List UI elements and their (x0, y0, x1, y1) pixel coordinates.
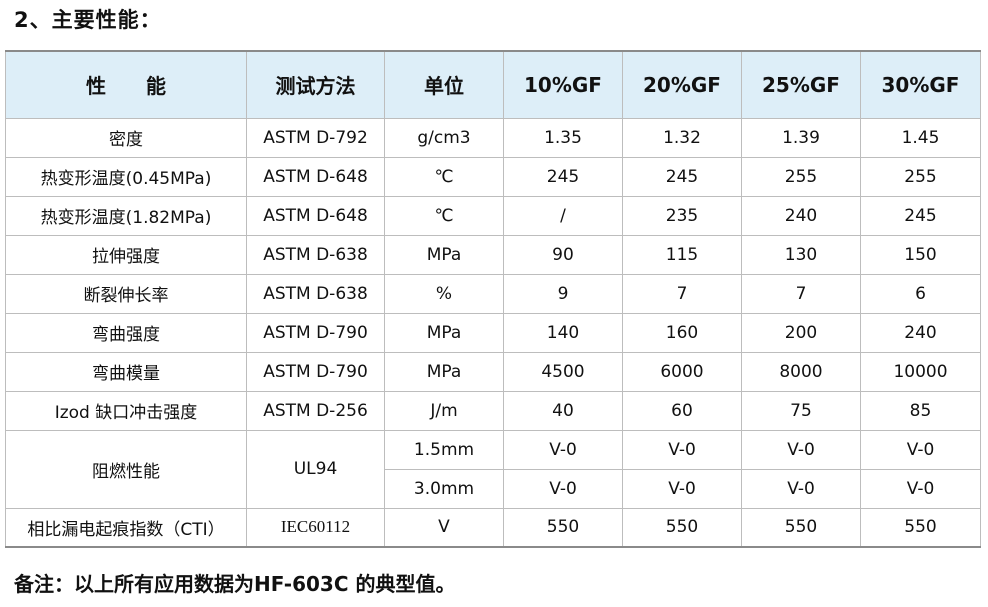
table-row: 密度 ASTM D-792 g/cm3 1.35 1.32 1.39 1.45 (5, 117, 981, 158)
value-cell: 160 (622, 312, 742, 353)
property-cell: 密度 (5, 117, 247, 158)
value-cell: 550 (860, 507, 981, 548)
properties-table: 性 能 测试方法 单位 10%GF 20%GF 25%GF 30%GF 密度 A… (5, 50, 981, 548)
value-cell: 255 (741, 156, 861, 197)
value-cell: V-0 (622, 429, 742, 470)
value-cell: V-0 (741, 429, 861, 470)
value-cell: 85 (860, 390, 981, 431)
method-cell: ASTM D-638 (246, 273, 385, 314)
value-cell: V-0 (622, 468, 742, 509)
value-cell: 245 (622, 156, 742, 197)
header-30gf: 30%GF (860, 50, 981, 119)
value-cell: 1.32 (622, 117, 742, 158)
value-cell: / (503, 195, 623, 236)
unit-cell: % (384, 273, 504, 314)
value-cell: 235 (622, 195, 742, 236)
value-cell: 75 (741, 390, 861, 431)
table-row: 弯曲强度 ASTM D-790 MPa 140 160 200 240 (5, 312, 981, 353)
property-cell: Izod 缺口冲击强度 (5, 390, 247, 431)
method-cell: ASTM D-790 (246, 312, 385, 353)
value-cell: 150 (860, 234, 981, 275)
value-cell: 550 (622, 507, 742, 548)
value-cell: 7 (622, 273, 742, 314)
value-cell: 6000 (622, 351, 742, 392)
unit-cell: ℃ (384, 195, 504, 236)
property-cell: 热变形温度(1.82MPa) (5, 195, 247, 236)
table-row-cti: 相比漏电起痕指数（CTI） IEC60112 V 550 550 550 550 (5, 507, 981, 548)
property-cell: 断裂伸长率 (5, 273, 247, 314)
table-row-flame-2: 3.0mm V-0 V-0 V-0 V-0 (6, 468, 981, 509)
header-25gf: 25%GF (741, 50, 861, 119)
value-cell: 550 (741, 507, 861, 548)
header-20gf: 20%GF (622, 50, 742, 119)
unit-cell: ℃ (384, 156, 504, 197)
value-cell: 140 (503, 312, 623, 353)
value-cell: V-0 (860, 468, 981, 509)
value-cell: 200 (741, 312, 861, 353)
table-row: Izod 缺口冲击强度 ASTM D-256 J/m 40 60 75 85 (5, 390, 981, 431)
value-cell: 255 (860, 156, 981, 197)
unit-cell: J/m (384, 390, 504, 431)
header-test-method: 测试方法 (246, 50, 385, 119)
value-cell: V-0 (503, 468, 623, 509)
property-cell: 热变形温度(0.45MPa) (5, 156, 247, 197)
table-row: 拉伸强度 ASTM D-638 MPa 90 115 130 150 (5, 234, 981, 275)
property-cell: 弯曲强度 (5, 312, 247, 353)
value-cell: 1.45 (860, 117, 981, 158)
value-cell: 1.35 (503, 117, 623, 158)
method-cell: ASTM D-256 (246, 390, 385, 431)
section-title: 2、主要性能： (14, 8, 162, 32)
value-cell: 60 (622, 390, 742, 431)
method-cell: ASTM D-792 (246, 117, 385, 158)
method-cell: UL94 (246, 429, 385, 509)
method-cell: IEC60112 (246, 507, 385, 548)
method-cell: ASTM D-648 (246, 156, 385, 197)
value-cell: 130 (741, 234, 861, 275)
value-cell: 240 (741, 195, 861, 236)
unit-cell: MPa (384, 312, 504, 353)
value-cell: 1.39 (741, 117, 861, 158)
value-cell: 245 (503, 156, 623, 197)
value-cell: V-0 (741, 468, 861, 509)
unit-cell: MPa (384, 234, 504, 275)
value-cell: 6 (860, 273, 981, 314)
unit-cell: V (384, 507, 504, 548)
value-cell: 115 (622, 234, 742, 275)
table-row: 弯曲模量 ASTM D-790 MPa 4500 6000 8000 10000 (5, 351, 981, 392)
method-cell: ASTM D-648 (246, 195, 385, 236)
value-cell: V-0 (503, 429, 623, 470)
method-cell: ASTM D-790 (246, 351, 385, 392)
property-cell: 弯曲模量 (5, 351, 247, 392)
value-cell: V-0 (860, 429, 981, 470)
table-row-flame-1: 阻燃性能 UL94 1.5mm V-0 V-0 V-0 V-0 (5, 429, 981, 509)
value-cell: 240 (860, 312, 981, 353)
table-row: 热变形温度(0.45MPa) ASTM D-648 ℃ 245 245 255 … (5, 156, 981, 197)
header-property: 性 能 (5, 50, 247, 119)
property-cell: 拉伸强度 (5, 234, 247, 275)
table-row: 热变形温度(1.82MPa) ASTM D-648 ℃ / 235 240 24… (5, 195, 981, 236)
value-cell: 8000 (741, 351, 861, 392)
property-cell: 阻燃性能 (5, 429, 247, 509)
header-unit: 单位 (384, 50, 504, 119)
footnote: 备注：以上所有应用数据为HF-603C 的典型值。 (14, 572, 456, 596)
value-cell: 9 (503, 273, 623, 314)
table-header-row: 性 能 测试方法 单位 10%GF 20%GF 25%GF 30%GF (5, 50, 981, 119)
value-cell: 7 (741, 273, 861, 314)
value-cell: 245 (860, 195, 981, 236)
method-cell: ASTM D-638 (246, 234, 385, 275)
value-cell: 10000 (860, 351, 981, 392)
unit-cell: 3.0mm (384, 468, 504, 509)
value-cell: 90 (503, 234, 623, 275)
value-cell: 4500 (503, 351, 623, 392)
header-10gf: 10%GF (503, 50, 623, 119)
unit-cell: MPa (384, 351, 504, 392)
table-row: 断裂伸长率 ASTM D-638 % 9 7 7 6 (5, 273, 981, 314)
value-cell: 550 (503, 507, 623, 548)
property-cell: 相比漏电起痕指数（CTI） (5, 507, 247, 548)
unit-cell: 1.5mm (384, 429, 504, 470)
unit-cell: g/cm3 (384, 117, 504, 158)
value-cell: 40 (503, 390, 623, 431)
